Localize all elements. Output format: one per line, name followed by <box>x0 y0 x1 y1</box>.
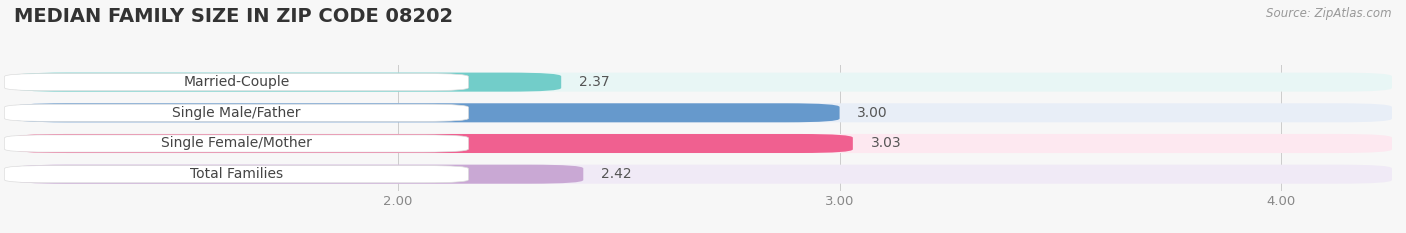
FancyBboxPatch shape <box>4 74 468 91</box>
FancyBboxPatch shape <box>13 165 1392 184</box>
Text: Source: ZipAtlas.com: Source: ZipAtlas.com <box>1267 7 1392 20</box>
Text: Married-Couple: Married-Couple <box>183 75 290 89</box>
FancyBboxPatch shape <box>13 134 1392 153</box>
FancyBboxPatch shape <box>4 104 468 121</box>
FancyBboxPatch shape <box>13 165 583 184</box>
FancyBboxPatch shape <box>4 166 468 183</box>
FancyBboxPatch shape <box>13 73 1392 92</box>
Text: MEDIAN FAMILY SIZE IN ZIP CODE 08202: MEDIAN FAMILY SIZE IN ZIP CODE 08202 <box>14 7 453 26</box>
FancyBboxPatch shape <box>13 134 853 153</box>
Text: 3.00: 3.00 <box>858 106 887 120</box>
Text: 3.03: 3.03 <box>870 137 901 151</box>
FancyBboxPatch shape <box>13 103 839 122</box>
Text: Total Families: Total Families <box>190 167 283 181</box>
Text: 2.42: 2.42 <box>600 167 631 181</box>
Text: 2.37: 2.37 <box>579 75 609 89</box>
Text: Single Female/Mother: Single Female/Mother <box>160 137 312 151</box>
FancyBboxPatch shape <box>13 73 561 92</box>
Text: Single Male/Father: Single Male/Father <box>172 106 301 120</box>
FancyBboxPatch shape <box>4 135 468 152</box>
FancyBboxPatch shape <box>13 103 1392 122</box>
